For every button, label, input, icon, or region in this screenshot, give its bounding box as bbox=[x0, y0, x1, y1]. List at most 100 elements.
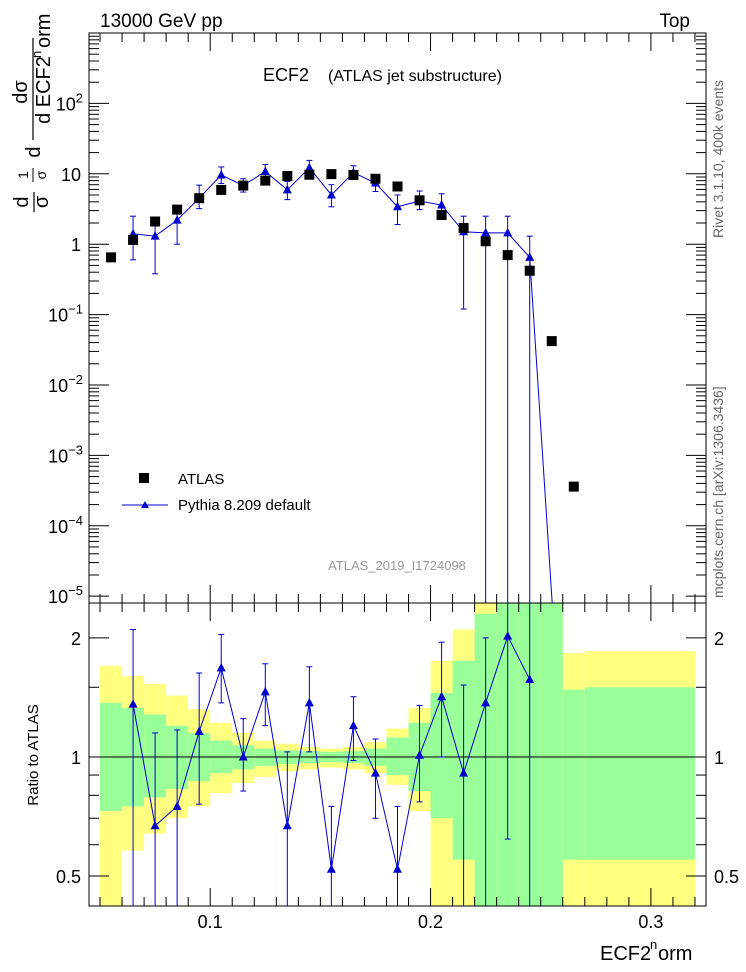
y-tick-label: 10−1 bbox=[48, 302, 83, 326]
data-marker bbox=[282, 171, 293, 182]
main-plot-marks bbox=[106, 159, 579, 604]
ratio-marker bbox=[282, 820, 292, 830]
plot-subtitle: (ATLAS jet substructure) bbox=[328, 68, 502, 85]
mc-marker bbox=[150, 231, 160, 240]
ratio-marker bbox=[238, 751, 248, 761]
svg-text:dσ: dσ bbox=[10, 80, 32, 104]
data-marker bbox=[238, 180, 249, 191]
ratio-y-axis-label: Ratio to ATLAS bbox=[25, 704, 42, 805]
svg-text:orm: orm bbox=[658, 943, 692, 965]
data-marker bbox=[502, 250, 513, 261]
ratio-marker bbox=[128, 699, 138, 708]
ratio-y-tick-label: 2 bbox=[71, 629, 81, 649]
y-tick-label: 10−4 bbox=[48, 513, 83, 537]
x-tick-label: 0.1 bbox=[198, 912, 223, 932]
ratio-axes: 0.5 0.5 1 1 2 2 0.1 0.2 0.3 bbox=[56, 603, 739, 932]
rivet-label: Rivet 3.1.10, 400k events bbox=[710, 80, 726, 238]
data-marker bbox=[348, 170, 359, 181]
main-axes: 10−5 10−4 10−3 10−2 10−1 1 10 102 bbox=[48, 33, 706, 607]
ratio-marker bbox=[172, 801, 182, 810]
y-tick-label: 10−2 bbox=[48, 372, 83, 396]
data-marker bbox=[480, 236, 491, 247]
mc-marker bbox=[260, 166, 270, 175]
mc-marker bbox=[437, 200, 447, 209]
mcplots-label: mcplots.cern.ch [arXiv:1306.3436] bbox=[710, 386, 726, 598]
ratio-y-tick-label: 1 bbox=[71, 748, 81, 768]
svg-text:orm: orm bbox=[33, 14, 55, 48]
x-tick-label: 0.2 bbox=[418, 912, 443, 932]
data-marker bbox=[304, 169, 315, 180]
mc-marker bbox=[503, 227, 513, 237]
data-marker bbox=[370, 173, 381, 184]
mc-marker bbox=[304, 162, 314, 172]
ratio-marker bbox=[459, 768, 469, 777]
ratio-plot-marks bbox=[128, 603, 535, 906]
data-marker bbox=[568, 481, 579, 492]
band-inner-segment bbox=[584, 687, 695, 860]
svg-text:σ: σ bbox=[33, 170, 49, 179]
ratio-marker bbox=[304, 697, 314, 707]
data-marker bbox=[194, 193, 205, 204]
process-label: Top bbox=[659, 11, 690, 32]
svg-text:1: 1 bbox=[15, 171, 31, 179]
y-tick-label: 10−3 bbox=[48, 442, 83, 466]
svg-text:ECF2: ECF2 bbox=[600, 943, 651, 965]
data-marker bbox=[458, 222, 469, 233]
main-panel-frame bbox=[88, 32, 707, 604]
data-marker bbox=[414, 195, 425, 206]
mc-marker bbox=[481, 227, 491, 237]
ratio-marker bbox=[194, 726, 204, 735]
data-marker bbox=[106, 252, 117, 263]
ratio-marker bbox=[370, 768, 380, 777]
mc-marker bbox=[172, 215, 182, 224]
ratio-marker bbox=[481, 697, 491, 707]
ratio-marker bbox=[326, 864, 336, 873]
data-marker bbox=[260, 175, 271, 186]
ratio-marker bbox=[415, 750, 425, 759]
svg-text:d: d bbox=[11, 196, 33, 207]
mc-marker bbox=[282, 184, 292, 194]
mc-marker bbox=[216, 170, 226, 179]
main-y-axis-label: d σ 1 σ d dσ d ECF2 n orm bbox=[10, 14, 55, 212]
ratio-marker bbox=[503, 631, 513, 640]
svg-text:σ: σ bbox=[31, 195, 53, 208]
data-marker bbox=[524, 265, 535, 276]
collision-label: 13000 GeV pp bbox=[100, 11, 223, 32]
x-axis-label: ECF2 n orm bbox=[600, 937, 692, 965]
y-tick-label: 102 bbox=[56, 90, 83, 114]
ratio-marker bbox=[393, 864, 402, 873]
mc-marker bbox=[326, 189, 336, 199]
svg-text:d: d bbox=[23, 146, 45, 157]
ratio-marker bbox=[437, 691, 447, 701]
mc-marker bbox=[393, 201, 402, 211]
band-inner-segment bbox=[386, 737, 409, 776]
data-marker bbox=[128, 234, 139, 245]
ratio-marker bbox=[348, 720, 358, 730]
data-marker bbox=[216, 184, 227, 195]
ratio-marker bbox=[525, 674, 535, 683]
plot-title: ECF2 bbox=[263, 65, 309, 85]
band-inner-segment bbox=[540, 603, 563, 906]
ratio-y-tick-label-right: 2 bbox=[714, 629, 724, 649]
legend-data-label: ATLAS bbox=[178, 471, 224, 488]
ratio-marker bbox=[216, 662, 226, 672]
mc-line bbox=[133, 166, 553, 604]
band-inner-segment bbox=[562, 689, 585, 860]
data-marker bbox=[150, 216, 161, 227]
y-tick-label: 10 bbox=[61, 165, 81, 185]
data-marker bbox=[326, 169, 337, 180]
svg-text:n: n bbox=[650, 937, 657, 952]
svg-text:d ECF2: d ECF2 bbox=[33, 56, 55, 124]
legend-mc-label: Pythia 8.209 default bbox=[178, 497, 311, 514]
ratio-y-tick-label: 0.5 bbox=[56, 867, 81, 887]
data-marker bbox=[392, 181, 403, 192]
analysis-id: ATLAS_2019_I1724098 bbox=[328, 558, 466, 573]
legend-mc-marker bbox=[141, 501, 149, 508]
x-tick-label: 0.3 bbox=[638, 912, 663, 932]
y-tick-label: 10−5 bbox=[48, 583, 83, 607]
ratio-y-tick-label-right: 1 bbox=[714, 748, 724, 768]
y-tick-label: 1 bbox=[71, 235, 81, 255]
mc-marker bbox=[525, 252, 535, 261]
data-marker bbox=[546, 336, 557, 347]
